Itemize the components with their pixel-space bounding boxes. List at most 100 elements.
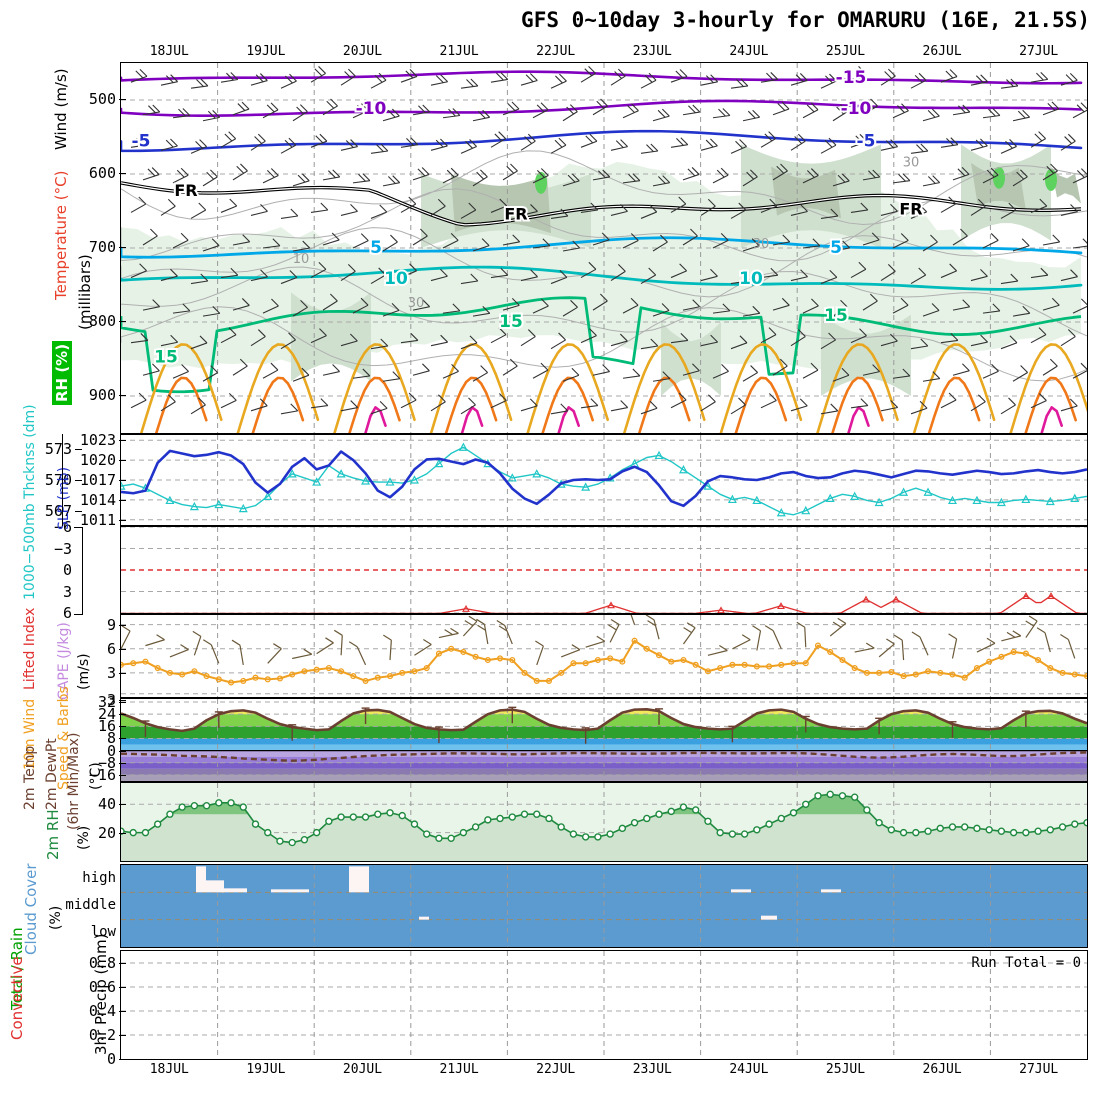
svg-text:-5: -5	[857, 131, 876, 151]
svg-text:15: 15	[499, 312, 523, 332]
date-tick-26jul: 26JUL	[922, 44, 962, 59]
label-speed-unit: (m/s)	[76, 653, 92, 690]
svg-text:15: 15	[154, 348, 178, 368]
svg-text:5: 5	[370, 238, 382, 258]
pressure-tick-700: 700	[88, 238, 116, 256]
tick-mark	[119, 762, 126, 764]
tick-mark	[119, 1059, 126, 1060]
precip-tick: 0	[106, 1050, 116, 1068]
date-tick-27jul: 27JUL	[1019, 1062, 1059, 1077]
lifted-index-tick: 0	[62, 561, 72, 579]
tick-mark	[119, 99, 126, 100]
svg-text:-10: -10	[841, 99, 872, 119]
precip-panel: Run Total = 0	[120, 950, 1088, 1060]
svg-text:FR: FR	[899, 200, 922, 219]
tick-mark	[119, 804, 126, 806]
date-tick-20jul: 20JUL	[342, 44, 383, 59]
svg-text:15: 15	[824, 306, 848, 326]
date-tick-18jul: 18JUL	[149, 1062, 189, 1077]
thickness-tick-573: 573	[44, 440, 72, 459]
slp-tick-1020: 1020	[79, 451, 116, 470]
svg-text:FR: FR	[899, 200, 922, 219]
lifted-index-bracket	[74, 527, 83, 615]
slp-tick-1017: 1017	[79, 471, 116, 489]
precip-tick: 0.2	[88, 1026, 116, 1044]
label-6hr-minmax: (6hr Min/Max)	[66, 732, 82, 830]
date-tick-19jul: 19JUL	[246, 44, 286, 59]
date-tick-24jul: 24JUL	[729, 44, 769, 59]
tick-mark	[119, 499, 126, 501]
rh-2m-panel	[120, 782, 1088, 862]
svg-text:10: 10	[384, 269, 408, 289]
page-title: GFS 0~10day 3-hourly for OMARURU (16E, 2…	[521, 8, 1090, 32]
label-2m-rh: 2m RH	[44, 809, 62, 860]
svg-text:10: 10	[384, 269, 408, 289]
date-tick-26jul: 26JUL	[922, 1062, 962, 1077]
precip-tick: 0.6	[88, 978, 116, 996]
tick-mark	[119, 714, 126, 716]
tick-mark	[119, 440, 126, 442]
label-2m-dewpt: 2m DewPt	[44, 738, 60, 810]
slp-tick-1014: 1014	[79, 490, 116, 509]
date-tick-24jul: 24JUL	[729, 1062, 769, 1077]
label-2m-temp: 2m Temp	[22, 745, 38, 810]
tick-mark	[119, 702, 126, 704]
date-tick-25jul: 25JUL	[825, 1062, 866, 1077]
tick-mark	[119, 832, 126, 834]
svg-text:-5: -5	[132, 131, 151, 151]
svg-text:30: 30	[903, 156, 920, 171]
precip-tick: 0.8	[88, 954, 116, 972]
lifted-index-tick: 3	[62, 582, 72, 601]
tick-mark	[119, 699, 126, 701]
svg-text:-5: -5	[857, 131, 876, 151]
cloud-level-middle: middle	[65, 897, 116, 913]
axis-separator	[62, 434, 63, 526]
svg-text:-10: -10	[356, 99, 387, 119]
label-slp: SLP (mb)	[56, 466, 72, 530]
thickness-tick-570: 570	[44, 471, 72, 489]
wind-tick-6: 6	[106, 639, 116, 658]
svg-text:-5: -5	[132, 131, 151, 151]
tick-mark	[119, 963, 126, 964]
run-total-annotation: Run Total = 0	[971, 955, 1081, 971]
svg-text:5: 5	[830, 238, 842, 258]
lifted-index-tick: −6	[53, 518, 72, 536]
wind-tick-3: 3	[106, 663, 116, 682]
upper-air-panel: -10 -10 -15 -15 -10 -10 -5 -5 -5 -5 FR FR FR FR FR FR 5 5…	[120, 62, 1088, 434]
tick-mark	[119, 1035, 126, 1036]
lifted-index-tick: −3	[53, 539, 72, 558]
tick-mark	[119, 1011, 126, 1012]
tick-mark	[75, 510, 82, 512]
tick-mark	[119, 726, 126, 728]
tick-mark	[119, 247, 126, 248]
tick-mark	[119, 774, 126, 776]
precip-tick: 0.4	[88, 1002, 116, 1020]
tick-mark	[75, 449, 82, 451]
label-rh-unit: (%)	[76, 825, 92, 850]
rh-tick-20: 20	[97, 823, 116, 842]
slp-thickness-panel	[120, 434, 1088, 526]
label-lifted-index: Lifted Index	[22, 607, 38, 690]
tick-mark	[119, 480, 126, 481]
tick-mark	[119, 672, 126, 674]
pressure-tick-900: 900	[88, 386, 116, 404]
cloud-level-high: high	[82, 869, 116, 886]
slp-tick-1023: 1023	[79, 431, 116, 450]
svg-text:5: 5	[370, 238, 382, 258]
label-cloud-unit: (%)	[48, 905, 64, 930]
date-tick-22jul: 22JUL	[536, 44, 576, 59]
label-temp-unit: (°C)	[88, 762, 104, 790]
svg-text:-15: -15	[836, 68, 867, 88]
slp-tick-1011: 1011	[79, 510, 116, 529]
svg-text:FR: FR	[174, 181, 197, 200]
temp-tick-extra: 3	[106, 690, 116, 709]
cloud-level-low: low	[90, 924, 116, 941]
date-tick-21jul: 21JUL	[439, 44, 479, 59]
lifted-index-tick: 6	[62, 604, 72, 622]
pressure-tick-600: 600	[88, 164, 116, 182]
date-tick-21jul: 21JUL	[439, 1062, 479, 1077]
temp-tick: 8	[106, 729, 116, 748]
temp-tick: 16	[97, 717, 116, 736]
label-millibars: (millibars)	[76, 254, 94, 330]
svg-text:30: 30	[753, 237, 770, 252]
